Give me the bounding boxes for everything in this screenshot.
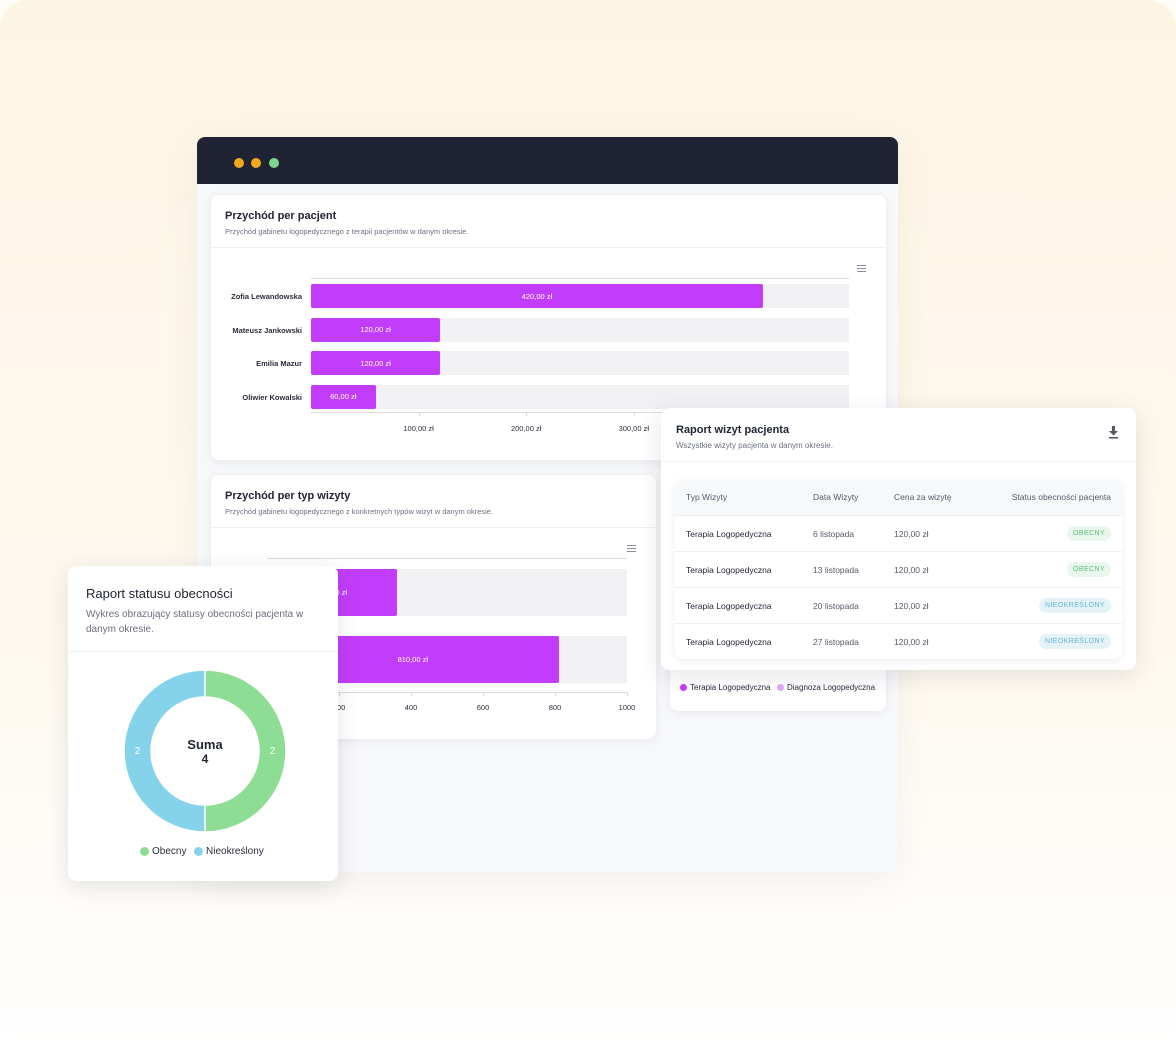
attendance-report-card: Raport statusu obecności Wykres obrazują… (68, 566, 338, 881)
status-badge: NIEOKREŚLONY (1038, 634, 1111, 649)
card-header: Przychód per typ wizyty Przychód gabinet… (211, 475, 656, 528)
card-header: Raport statusu obecności Wykres obrazują… (68, 566, 338, 652)
x-tick-mark (526, 412, 528, 416)
x-tick-mark (339, 692, 340, 696)
x-tick-mark (633, 412, 635, 416)
visit-report-card: Raport wizyt pacjenta Wszystkie wizyty p… (661, 408, 1136, 670)
card-subtitle: Wszystkie wizyty pacjenta w danym okresi… (676, 441, 833, 450)
legend-dot (777, 684, 784, 691)
table-row[interactable]: Terapia Logopedyczna 6 listopada 120,00 … (675, 515, 1122, 551)
legend-item-obecny: Obecny (140, 846, 186, 857)
donut-slice-label: 2 (270, 746, 276, 757)
card-title: Raport statusu obecności (86, 586, 233, 601)
legend-label: Nieokreślony (206, 846, 264, 857)
visit-date-cell: 13 listopada (813, 565, 859, 575)
column-header[interactable]: Cena za wizytę (894, 492, 952, 502)
revenue-bar: 60,00 zł (311, 384, 376, 409)
visit-type-cell: Terapia Logopedyczna (686, 529, 772, 539)
window-minimize-dot[interactable] (251, 158, 261, 168)
legend-dot (140, 847, 149, 856)
legend-label: Obecny (152, 846, 187, 857)
legend-item-terapia: Terapia Logopedyczna (680, 683, 771, 692)
legend-label: Terapia Logopedyczna (690, 683, 771, 692)
window-maximize-dot[interactable] (269, 158, 279, 168)
card-title: Przychód per typ wizyty (225, 490, 351, 502)
axis-top-line (267, 558, 627, 559)
attendance-donut-chart: 22 (123, 669, 287, 833)
visit-table: Typ Wizyty Data Wizyty Cena za wizytę St… (675, 480, 1122, 659)
legend-label: Diagnoza Logopedyczna (787, 683, 876, 692)
patient-label: Emilia Mazur (256, 359, 302, 368)
browser-title-bar (197, 137, 898, 184)
card-subtitle: Przychód gabinetu logopedycznego z konkr… (225, 507, 494, 516)
donut-slice-label: 2 (135, 746, 141, 757)
download-icon[interactable] (1108, 426, 1119, 439)
visit-date-cell: 6 listopada (813, 529, 855, 539)
visit-price-cell: 120,00 zł (894, 637, 929, 647)
hamburger-menu-icon[interactable] (627, 545, 636, 552)
x-tick-label: 1000 (618, 703, 636, 712)
donut-slice-obecny[interactable] (204, 669, 287, 833)
visit-price-cell: 120,00 zł (894, 601, 929, 611)
card-subtitle: Wykres obrazujący statusy obecności pacj… (86, 609, 304, 635)
x-tick-label: 200 (332, 703, 346, 712)
hamburger-menu-icon[interactable] (857, 265, 866, 272)
x-tick-label: 400 (404, 703, 418, 712)
card-header: Przychód per pacjent Przychód gabinetu l… (211, 195, 886, 248)
x-tick-mark (627, 692, 628, 696)
table-row[interactable]: Terapia Logopedyczna 13 listopada 120,00… (675, 551, 1122, 587)
card-header: Raport wizyt pacjenta Wszystkie wizyty p… (661, 408, 1136, 462)
status-badge: OBECNY (1067, 562, 1111, 577)
visit-date-cell: 20 listopada (813, 601, 859, 611)
column-header[interactable]: Data Wizyty (813, 492, 859, 502)
card-subtitle: Przychód gabinetu logopedycznego z terap… (225, 227, 469, 236)
x-tick-mark (418, 412, 420, 416)
x-tick-mark (411, 692, 412, 696)
legend-item-diagnoza: Diagnoza Logopedyczna (777, 683, 875, 692)
revenue-bar: 420,00 zł (311, 284, 763, 308)
window-close-dot[interactable] (234, 158, 244, 168)
donut-center-label: Suma (187, 737, 223, 752)
x-tick-label: 800 (548, 703, 562, 712)
donut-center-value: 4 (201, 752, 209, 766)
column-header[interactable]: Typ Wizyty (686, 492, 728, 502)
axis-bottom-line (267, 692, 627, 693)
patient-label: Zofia Lewandowska (231, 292, 302, 301)
visit-price-cell: 120,00 zł (894, 565, 929, 575)
x-tick-label: 200,00 zł (510, 424, 542, 433)
axis-top-line (311, 278, 849, 279)
revenue-bar: 120,00 zł (311, 317, 441, 342)
table-row[interactable]: Terapia Logopedyczna 27 listopada 120,00… (675, 623, 1122, 659)
patient-label: Oliwier Kowalski (242, 392, 302, 402)
status-badge: OBECNY (1067, 526, 1111, 541)
x-tick-label: 300,00 zł (618, 424, 650, 433)
x-tick-mark (555, 692, 556, 696)
patient-label: Mateusz Jankowski (232, 325, 302, 335)
bar-track (311, 384, 849, 409)
table-header: Typ Wizyty Data Wizyty Cena za wizytę St… (675, 480, 1122, 515)
legend-dot (194, 847, 203, 856)
card-title: Raport wizyt pacjenta (676, 424, 790, 436)
legend-item-nieokreslony: Nieokreślony (194, 846, 264, 857)
visit-type-cell: Terapia Logopedyczna (686, 601, 772, 611)
card-title: Przychód per pacjent (225, 210, 337, 222)
visit-type-cell: Terapia Logopedyczna (686, 565, 772, 575)
donut-slice-nieokreslony[interactable] (123, 669, 206, 833)
visit-date-cell: 27 listopada (813, 637, 859, 647)
status-badge: NIEOKREŚLONY (1038, 598, 1111, 613)
x-tick-label: 600 (476, 703, 490, 712)
visit-type-cell: Terapia Logopedyczna (686, 637, 772, 647)
revenue-per-patient-chart: Zofia Lewandowska 420,00 zł Mateusz Jankow… (211, 195, 886, 460)
visit-price-cell: 120,00 zł (894, 529, 929, 539)
x-tick-mark (483, 692, 484, 696)
revenue-bar: 120,00 zł (311, 351, 441, 375)
table-row[interactable]: Terapia Logopedyczna 20 listopada 120,00… (675, 587, 1122, 623)
axis-bottom-line (311, 412, 849, 413)
column-header[interactable]: Status obecności pacjenta (1011, 492, 1111, 502)
x-tick-label: 100,00 zł (403, 424, 434, 433)
legend-dot (680, 684, 687, 691)
